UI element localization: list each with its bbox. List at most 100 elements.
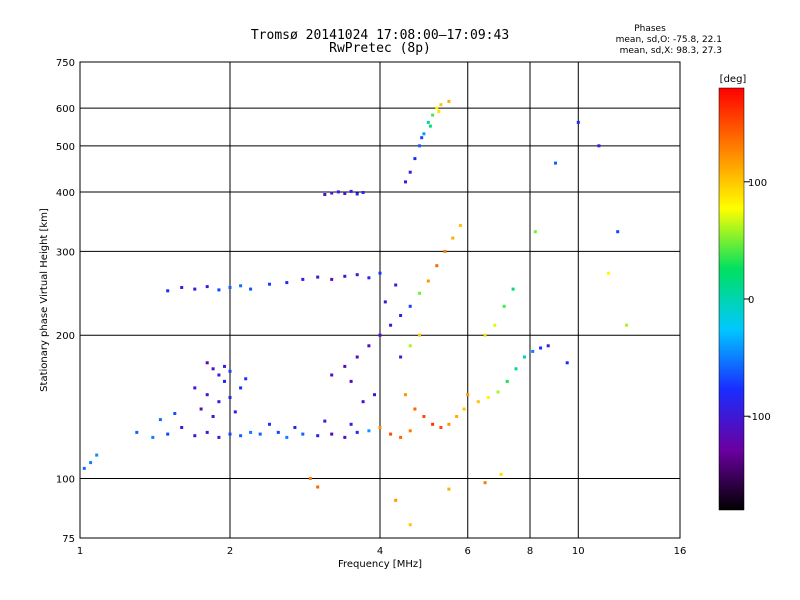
data-point <box>383 300 387 304</box>
y-tick-label: 750 <box>56 58 75 69</box>
data-point <box>158 418 162 422</box>
data-point <box>228 286 232 289</box>
data-point <box>343 364 347 368</box>
data-point <box>95 453 99 457</box>
data-point <box>418 333 421 337</box>
data-point <box>439 426 443 429</box>
data-point <box>217 435 221 439</box>
data-point <box>420 136 424 140</box>
data-point <box>616 230 620 234</box>
data-point <box>336 190 340 194</box>
data-point <box>211 415 215 418</box>
data-point <box>330 432 334 436</box>
data-point <box>447 487 451 491</box>
data-point <box>539 346 543 350</box>
data-point <box>308 477 312 480</box>
data-point <box>451 236 455 240</box>
data-point <box>285 435 289 439</box>
x-tick-label: 6 <box>465 546 471 557</box>
data-point <box>199 407 203 411</box>
data-point <box>378 333 382 337</box>
stats-x-mode: mean, sd,X: 98.3, 27.3 <box>620 46 722 56</box>
data-point <box>408 304 412 308</box>
data-point <box>135 430 139 434</box>
data-point <box>399 314 403 317</box>
chart-title: Tromsø 20141024 17:08:00–17:09:43 <box>251 28 509 43</box>
data-point <box>205 285 209 289</box>
data-point <box>268 282 271 286</box>
data-point <box>228 396 232 399</box>
colorbar-tick-label: 100 <box>748 178 767 189</box>
data-point <box>217 400 221 404</box>
data-point <box>493 323 497 327</box>
data-point <box>554 161 557 165</box>
data-point <box>301 277 305 281</box>
data-point <box>546 344 550 348</box>
data-point <box>597 144 601 148</box>
data-point <box>447 99 451 103</box>
data-point <box>426 120 430 124</box>
data-point <box>323 193 327 196</box>
data-point <box>607 271 610 275</box>
data-point <box>355 430 359 434</box>
colorbar-ticks: 100 0 -100 <box>744 178 771 423</box>
data-point <box>408 523 412 527</box>
data-point <box>276 430 280 434</box>
data-point <box>239 386 243 390</box>
data-point <box>180 286 184 289</box>
data-point <box>399 435 403 439</box>
data-point <box>205 361 209 365</box>
data-point <box>499 472 503 476</box>
data-point <box>502 304 506 308</box>
data-point <box>455 415 459 418</box>
data-point <box>422 415 426 418</box>
data-point <box>367 344 371 348</box>
data-point <box>301 432 305 436</box>
phase-colorbar <box>718 87 745 511</box>
data-point <box>205 430 209 434</box>
x-tick-label: 10 <box>572 546 585 557</box>
plot-frame <box>79 61 681 539</box>
data-point <box>316 275 320 279</box>
data-point <box>462 407 466 411</box>
data-point <box>349 422 353 426</box>
data-point <box>378 426 382 429</box>
data-points <box>82 99 629 527</box>
y-tick-label: 600 <box>56 104 75 115</box>
data-point <box>435 264 439 268</box>
tick-labels: 1 2 4 6 8 10 16 75 100 200 300 400 500 600 750 <box>56 58 686 557</box>
data-point <box>233 410 237 414</box>
data-point <box>355 355 359 359</box>
data-point <box>476 400 480 404</box>
data-point <box>408 344 412 348</box>
data-point <box>180 426 184 429</box>
y-tick-label: 500 <box>56 142 75 153</box>
data-point <box>505 379 509 383</box>
data-point <box>316 434 320 438</box>
data-point <box>349 189 353 193</box>
x-axis-label: Frequency [MHz] <box>338 559 422 570</box>
data-point <box>355 192 359 196</box>
data-point <box>211 367 215 371</box>
data-point <box>389 323 393 327</box>
data-point <box>378 271 382 275</box>
data-point <box>531 349 535 353</box>
data-point <box>330 277 334 281</box>
data-point <box>422 132 426 136</box>
data-point <box>228 432 232 436</box>
data-point <box>394 498 398 502</box>
data-point <box>408 170 412 174</box>
x-tick-label: 16 <box>674 546 687 557</box>
data-point <box>431 422 435 426</box>
data-point <box>408 429 412 433</box>
data-point <box>268 422 271 426</box>
data-point <box>483 333 487 337</box>
data-point <box>316 485 320 489</box>
data-point <box>625 323 629 327</box>
data-point <box>239 434 243 438</box>
data-point <box>413 157 417 161</box>
data-point <box>293 426 297 429</box>
data-point <box>217 373 221 377</box>
data-point <box>349 379 353 383</box>
